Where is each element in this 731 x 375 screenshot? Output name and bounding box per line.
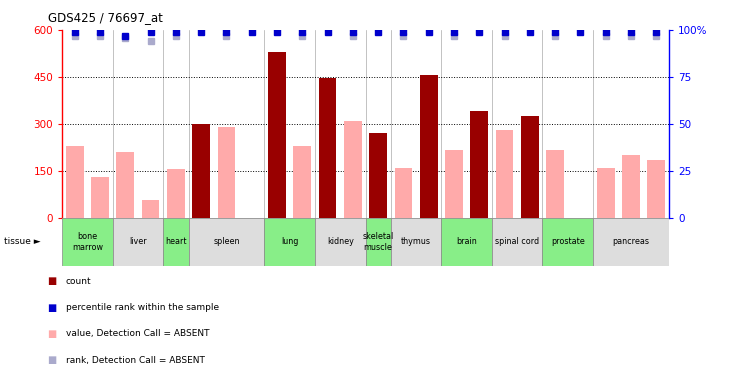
Text: prostate: prostate (551, 237, 585, 246)
Bar (189, 217, 265, 266)
Bar (293, 146, 311, 218)
Bar (471, 111, 488, 218)
Bar (66, 146, 83, 218)
Bar (366, 217, 391, 266)
Bar (622, 155, 640, 218)
Text: bone
marrow: bone marrow (72, 232, 103, 252)
Text: ■: ■ (48, 276, 57, 286)
Text: count: count (66, 277, 91, 286)
Bar (192, 124, 210, 218)
Text: brain: brain (456, 237, 477, 246)
Text: pancreas: pancreas (613, 237, 649, 246)
Text: ■: ■ (48, 355, 57, 365)
Bar (344, 121, 362, 218)
Bar (648, 160, 665, 218)
Text: spleen: spleen (213, 237, 240, 246)
Bar (142, 200, 159, 217)
Bar (542, 217, 593, 266)
Bar (315, 217, 366, 266)
Bar (546, 150, 564, 217)
Bar (395, 168, 412, 217)
Bar (265, 217, 315, 266)
Bar (113, 217, 163, 266)
Text: kidney: kidney (327, 237, 354, 246)
Bar (496, 130, 513, 218)
Bar (420, 75, 438, 217)
Bar (167, 169, 185, 217)
Text: liver: liver (129, 237, 147, 246)
Text: tissue ►: tissue ► (4, 237, 40, 246)
Bar (492, 217, 542, 266)
Text: lung: lung (281, 237, 298, 246)
Bar (319, 78, 336, 218)
Bar (521, 116, 539, 218)
Bar (442, 217, 492, 266)
Text: thymus: thymus (401, 237, 431, 246)
Bar (593, 217, 669, 266)
Bar (391, 217, 442, 266)
Text: ■: ■ (48, 303, 57, 312)
Bar (62, 217, 113, 266)
Bar (116, 152, 135, 217)
Bar (445, 150, 463, 217)
Text: heart: heart (165, 237, 186, 246)
Bar (268, 52, 286, 217)
Text: rank, Detection Call = ABSENT: rank, Detection Call = ABSENT (66, 356, 205, 364)
Text: spinal cord: spinal cord (495, 237, 539, 246)
Bar (369, 133, 387, 218)
Text: ■: ■ (48, 329, 57, 339)
Bar (163, 217, 189, 266)
Text: percentile rank within the sample: percentile rank within the sample (66, 303, 219, 312)
Text: value, Detection Call = ABSENT: value, Detection Call = ABSENT (66, 329, 209, 338)
Bar (91, 177, 109, 218)
Text: GDS425 / 76697_at: GDS425 / 76697_at (48, 11, 162, 24)
Bar (596, 168, 615, 217)
Bar (218, 127, 235, 218)
Text: skeletal
muscle: skeletal muscle (363, 232, 394, 252)
